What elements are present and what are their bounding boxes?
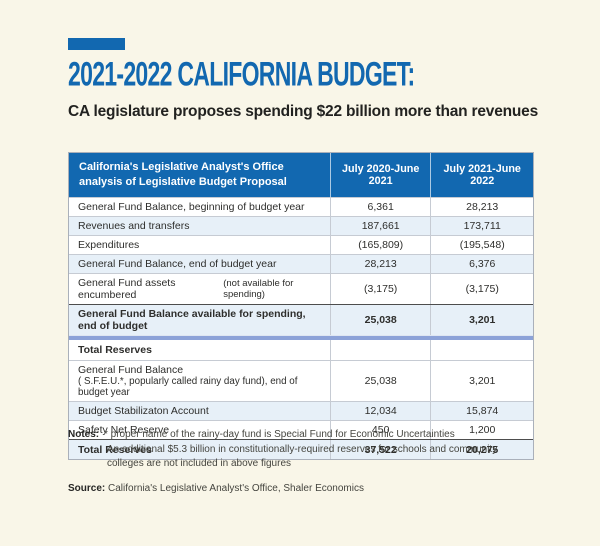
note-additional-reserves: An additional $5.3 billion in constituti… — [107, 443, 498, 470]
notes-label: Notes: — [68, 429, 100, 440]
value-2020-2021: (165,809) — [329, 236, 431, 254]
row-label: General Fund assets encumbered — [78, 277, 176, 301]
value-2021-2022: 15,874 — [430, 402, 533, 420]
row-label: Expenditures — [78, 239, 140, 251]
value-2021-2022: 173,711 — [430, 217, 533, 235]
table-row-total-reserves-header: Total Reserves — [69, 340, 533, 360]
value-2021-2022: 6,376 — [430, 255, 533, 273]
value-2021-2022: 1,200 — [430, 421, 533, 439]
page-title: 2021-2022 CALIFORNIA BUDGET: — [68, 54, 415, 93]
table-row-expenditures: Expenditures (165,809) (195,548) — [69, 235, 533, 254]
row-label: General Fund Balance, end of budget year — [78, 258, 277, 270]
value-2020-2021: 37,522 — [329, 440, 431, 459]
value-2020-2021: 28,213 — [329, 255, 431, 273]
source-text: California's Legislative Analyst's Offic… — [108, 483, 364, 494]
section-divider — [69, 335, 533, 340]
notes: Notes: * proper name of the rainy-day fu… — [68, 428, 548, 472]
table-row-revenues: Revenues and transfers 187,661 173,711 — [69, 216, 533, 235]
row-label: Budget Stabilizaton Account — [78, 405, 209, 417]
value-2021-2022: 3,201 — [430, 361, 533, 401]
value-2020-2021: (3,175) — [329, 274, 431, 304]
note-rainy-day-fund: * proper name of the rainy-day fund is S… — [104, 429, 455, 440]
row-label: Total Reserves — [78, 344, 152, 356]
page-subtitle: CA legislature proposes spending $22 bil… — [68, 103, 539, 120]
header-cell-2021-2022: July 2021-June 2022 — [430, 153, 533, 197]
table-row-total-reserves: Total Reserves 37,522 20,275 — [69, 439, 533, 459]
table-row-safety-net: Safety Net Reserve 450 1,200 — [69, 420, 533, 439]
table-header-row: California's Legislative Analyst's Offic… — [69, 153, 533, 197]
value-2020-2021: 25,038 — [329, 361, 431, 401]
table-row-gfb-end: General Fund Balance, end of budget year… — [69, 254, 533, 273]
table-row-gfb-sfeu: General Fund Balance ( S.F.E.U.*, popula… — [69, 360, 533, 401]
value-2021-2022: (3,175) — [430, 274, 533, 304]
row-label: General Fund Balance, beginning of budge… — [78, 201, 305, 213]
row-label: General Fund Balance — [78, 364, 184, 376]
source-label: Source: — [68, 483, 106, 494]
source: Source: California's Legislative Analyst… — [68, 483, 548, 494]
value-2020-2021: 6,361 — [329, 198, 431, 216]
value-2021-2022: 3,201 — [430, 305, 533, 335]
value-2020-2021: 12,034 — [329, 402, 431, 420]
value-2020-2021 — [329, 340, 431, 360]
table-row-assets-encumbered: General Fund assets encumbered (not avai… — [69, 273, 533, 304]
table-row-gfb-beginning: General Fund Balance, beginning of budge… — [69, 197, 533, 216]
value-2021-2022: 28,213 — [430, 198, 533, 216]
value-2021-2022: 20,275 — [430, 440, 533, 459]
row-label: Revenues and transfers — [78, 220, 190, 232]
row-label: General Fund Balance available for spend… — [78, 308, 306, 332]
value-2020-2021: 25,038 — [329, 305, 431, 335]
header-cell-analysis: California's Legislative Analyst's Offic… — [79, 161, 287, 188]
table-row-budget-stabilization: Budget Stabilizaton Account 12,034 15,87… — [69, 401, 533, 420]
value-2020-2021: 450 — [329, 421, 431, 439]
row-label: Total Reserves — [78, 443, 152, 456]
row-label: Safety Net Reserve — [78, 424, 170, 436]
budget-table: California's Legislative Analyst's Offic… — [68, 152, 534, 460]
table-row-gfb-available: General Fund Balance available for spend… — [69, 304, 533, 335]
row-label-small: (not available for spending) — [223, 278, 294, 300]
header-cell-2020-2021: July 2020-June 2021 — [329, 153, 431, 197]
value-2020-2021: 187,661 — [329, 217, 431, 235]
accent-bar — [68, 38, 125, 50]
row-label-line2: ( S.F.E.U.*, popularly called rainy day … — [78, 376, 298, 398]
value-2021-2022 — [430, 340, 533, 360]
value-2021-2022: (195,548) — [430, 236, 533, 254]
